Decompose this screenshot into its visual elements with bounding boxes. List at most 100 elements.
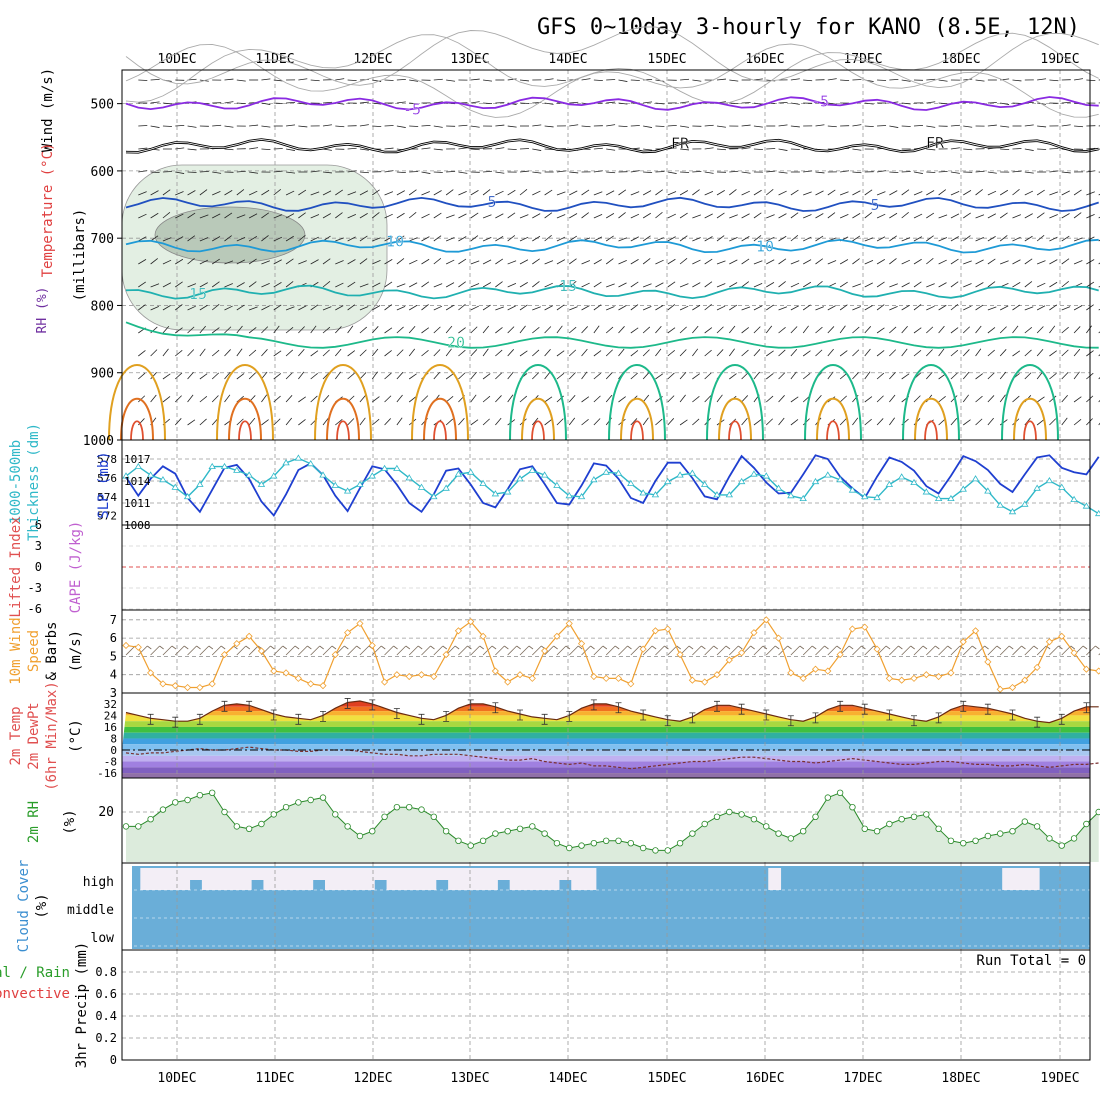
wind-barb <box>938 79 948 82</box>
wind-barb <box>962 349 970 357</box>
wind-barb <box>679 283 689 288</box>
rh2m-marker <box>935 825 942 832</box>
wind-barb <box>741 349 749 357</box>
wind-barb <box>1024 148 1034 151</box>
wind-barb <box>371 348 379 357</box>
temperature-contour-label: 15 <box>559 277 577 295</box>
upper-air-temperature-contours <box>125 96 1099 349</box>
rh2m-marker <box>258 820 265 828</box>
dewpoint-color-band <box>122 773 1090 778</box>
wind-barb <box>384 304 392 311</box>
rh2m-marker <box>676 840 684 847</box>
wind-barb <box>384 395 392 403</box>
wind10m-barb <box>1061 645 1072 656</box>
wind-barb <box>359 283 369 288</box>
temp-minmax-marker <box>172 716 179 728</box>
temp-tick-label: 0 <box>110 744 117 757</box>
pressure-tick-label: 1000 <box>83 434 114 449</box>
wind-barb <box>987 395 995 403</box>
wind-barb <box>150 305 160 311</box>
wind-barb <box>470 78 480 81</box>
precip-ylabel-convective: Convective <box>0 986 70 1002</box>
wind-barb <box>519 214 529 219</box>
wind-barb <box>532 327 540 334</box>
wind-barb <box>753 189 762 196</box>
wind-barb <box>1061 306 1071 311</box>
rh2m-marker <box>799 828 807 835</box>
wind-barb <box>1061 394 1068 403</box>
wind-barb <box>655 305 664 311</box>
wind-barb <box>261 102 271 105</box>
wind-barb <box>963 260 972 265</box>
wind-barb <box>175 281 183 288</box>
wind-barb <box>765 395 774 403</box>
cloud-clear-cell <box>349 868 363 890</box>
wind-barb <box>199 189 208 196</box>
wind-barb <box>766 304 774 311</box>
wind-barb <box>1024 235 1033 242</box>
wind-barb <box>236 170 246 173</box>
wind-barb <box>359 326 367 334</box>
wind-barb <box>199 373 208 380</box>
wind10m-speed-marker <box>183 683 192 692</box>
wind-barb <box>729 304 738 311</box>
wind10m-barb-feather <box>738 645 743 650</box>
wind10m-barb <box>199 645 210 656</box>
wind-barb <box>901 348 908 357</box>
wind-barb <box>445 373 454 380</box>
wind-barb <box>901 189 910 196</box>
wind-barb <box>790 260 800 265</box>
wind-barb <box>445 418 454 426</box>
wind-barb <box>581 189 590 196</box>
wind-barb <box>1012 350 1021 357</box>
diurnal-contour-arc <box>130 420 144 441</box>
wind10m-speed-marker <box>479 632 487 640</box>
thickness-marker <box>750 470 758 477</box>
wind-barb <box>445 348 452 357</box>
wind-barb <box>298 235 306 242</box>
wind10m-barb <box>975 645 985 656</box>
wind-barb <box>445 214 455 219</box>
temp-tick-label: 16 <box>104 721 117 734</box>
slp-tick-label: 1014 <box>124 475 151 488</box>
wind-barb <box>224 349 231 357</box>
wind-barb <box>950 304 959 311</box>
wind10m-barb-feather <box>1021 645 1026 650</box>
wind-barb <box>667 327 676 334</box>
wind10m-barb <box>359 645 370 656</box>
thickness-marker <box>405 474 413 481</box>
wind-barb <box>852 258 860 265</box>
wind10m-speed-marker <box>368 641 376 650</box>
wind10m-speed-marker <box>380 678 389 686</box>
wind-barb <box>839 418 847 426</box>
wind10m-barb-feather <box>1008 645 1014 650</box>
wind-barb <box>802 350 811 357</box>
cloud-clear-cell <box>497 868 511 880</box>
wind-barb <box>827 212 836 219</box>
wind-barb <box>680 78 690 81</box>
wind-barb <box>285 349 294 357</box>
wind-barb <box>347 213 357 219</box>
wind-barb <box>889 258 897 265</box>
wind10m-barb-feather <box>972 645 977 650</box>
wind-barb <box>889 190 898 196</box>
diurnal-contour-arc <box>423 397 457 441</box>
wind-barb <box>372 396 380 403</box>
temp2m-ylabel-2: 2m DewPt <box>26 702 42 769</box>
wind-barb <box>605 349 613 357</box>
wind-barb <box>753 260 763 265</box>
rh2m-marker <box>1033 823 1041 830</box>
wind-barb <box>298 102 308 105</box>
wind-barb <box>642 258 651 265</box>
wind-barb <box>704 258 713 265</box>
wind-barb <box>298 371 305 380</box>
temp-minmax-marker <box>640 709 647 721</box>
wind-barb <box>347 372 355 380</box>
wind-barb <box>285 213 295 219</box>
thickness-marker <box>836 476 844 483</box>
wind-barb <box>310 373 318 380</box>
wind-barb <box>433 212 442 219</box>
wind-barb <box>322 349 330 357</box>
wind10m-barb <box>581 645 591 656</box>
